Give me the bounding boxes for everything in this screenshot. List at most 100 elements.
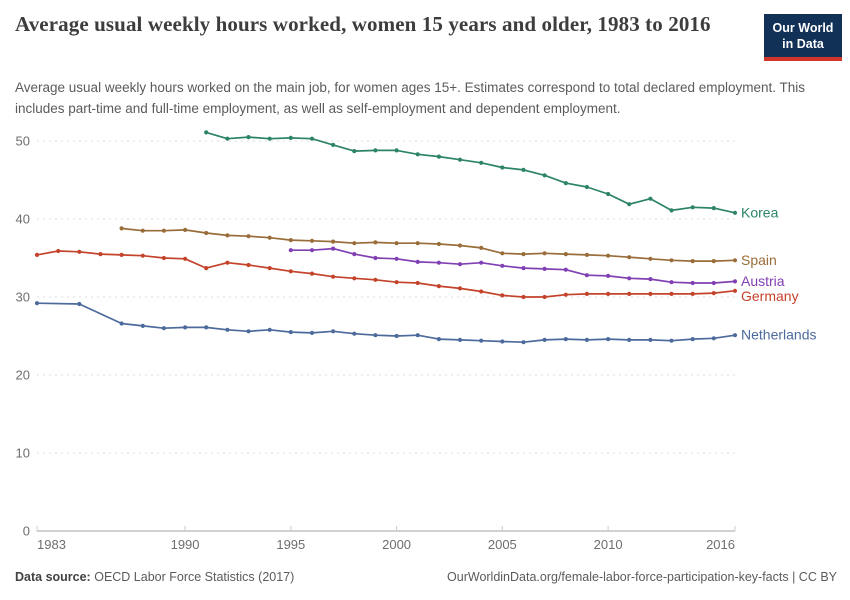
data-point-netherlands [161,326,166,331]
data-point-netherlands [584,337,590,342]
series-label-spain[interactable]: Spain [741,252,777,268]
logo-line2: in Data [782,37,824,51]
data-point-spain [690,259,695,264]
data-point-austria [648,277,653,282]
data-point-spain [140,228,145,233]
data-point-korea [521,167,526,172]
data-point-spain [246,234,251,239]
data-point-germany [606,291,611,296]
data-point-germany [479,289,484,294]
data-point-austria [394,256,399,261]
x-tick-label: 1995 [276,537,305,552]
data-point-netherlands [246,329,251,334]
data-point-spain [183,227,188,232]
data-point-netherlands [183,325,188,330]
data-point-netherlands [225,327,230,332]
x-tick-label: 2016 [706,537,735,552]
y-tick-label: 10 [16,446,30,461]
data-point-spain [542,251,547,256]
data-point-netherlands [521,340,526,345]
data-point-korea [563,181,568,186]
data-point-austria [373,255,378,261]
data-point-spain [457,243,463,248]
attribution-link[interactable]: OurWorldinData.org/female-labor-force-pa… [447,570,837,584]
data-point-germany [267,266,272,271]
data-point-spain [500,251,505,256]
data-point-germany [309,271,315,276]
data-point-korea [627,202,632,207]
data-point-netherlands [288,330,293,335]
data-point-spain [563,252,568,257]
data-point-spain [732,258,738,263]
x-tick-label: 2000 [382,537,411,552]
x-tick-label: 2010 [594,537,623,552]
data-point-korea [711,206,716,211]
data-point-korea [267,136,272,141]
data-point-spain [373,240,378,245]
data-point-germany [648,291,653,296]
series-label-korea[interactable]: Korea [741,204,779,220]
data-point-spain [479,245,484,250]
data-point-netherlands [415,333,420,338]
data-point-germany [246,262,251,268]
chart-subtitle: Average usual weekly hours worked on the… [15,80,806,116]
data-point-germany [331,274,336,279]
data-point-netherlands [204,325,209,330]
data-point-germany [225,260,230,265]
data-point-spain [436,241,441,247]
data-point-netherlands [648,337,653,342]
data-point-netherlands [711,336,716,341]
series-label-netherlands[interactable]: Netherlands [741,327,817,343]
data-point-spain [394,241,399,246]
data-point-netherlands [394,333,399,339]
data-point-netherlands [690,337,695,342]
data-point-germany [521,294,526,300]
x-tick-label: 2005 [488,537,517,552]
data-point-spain [161,228,166,233]
data-point-netherlands [119,321,124,326]
data-point-germany [500,293,505,298]
owid-logo[interactable]: Our World in Data [764,14,842,61]
data-point-austria [521,266,526,271]
series-line-germany [36,250,736,298]
data-point-austria [563,267,568,272]
data-point-spain [627,255,632,260]
data-point-spain [521,252,526,257]
data-point-korea [648,196,653,201]
y-tick-label: 0 [23,524,30,539]
data-point-korea [309,136,315,141]
data-point-austria [542,266,547,271]
data-point-germany [436,284,441,289]
data-point-netherlands [34,301,40,306]
data-point-spain [331,239,336,244]
data-point-germany [584,291,590,296]
data-source-value: OECD Labor Force Statistics (2017) [94,570,295,584]
data-point-germany [34,252,40,257]
y-tick-label: 50 [16,134,30,149]
data-point-germany [690,291,695,296]
data-point-korea [331,142,336,147]
data-point-germany [98,252,103,257]
data-point-korea [606,191,611,197]
x-tick-label: 1990 [171,537,200,552]
data-point-germany [563,292,568,297]
data-source: Data source: OECD Labor Force Statistics… [15,570,294,584]
series-label-austria[interactable]: Austria [741,273,785,289]
logo-line1: Our World [772,21,834,35]
data-point-netherlands [732,333,738,338]
series-label-germany[interactable]: Germany [741,288,799,304]
data-point-netherlands [331,329,336,334]
data-point-germany [56,248,61,254]
x-tick-label: 1983 [37,537,66,552]
data-point-netherlands [140,323,145,328]
data-point-germany [732,288,738,293]
data-point-netherlands [669,338,674,343]
data-point-germany [140,253,145,258]
data-point-korea [584,184,590,190]
data-point-netherlands [267,327,272,332]
data-point-germany [119,252,124,257]
data-point-austria [500,263,505,268]
data-point-netherlands [563,337,568,342]
